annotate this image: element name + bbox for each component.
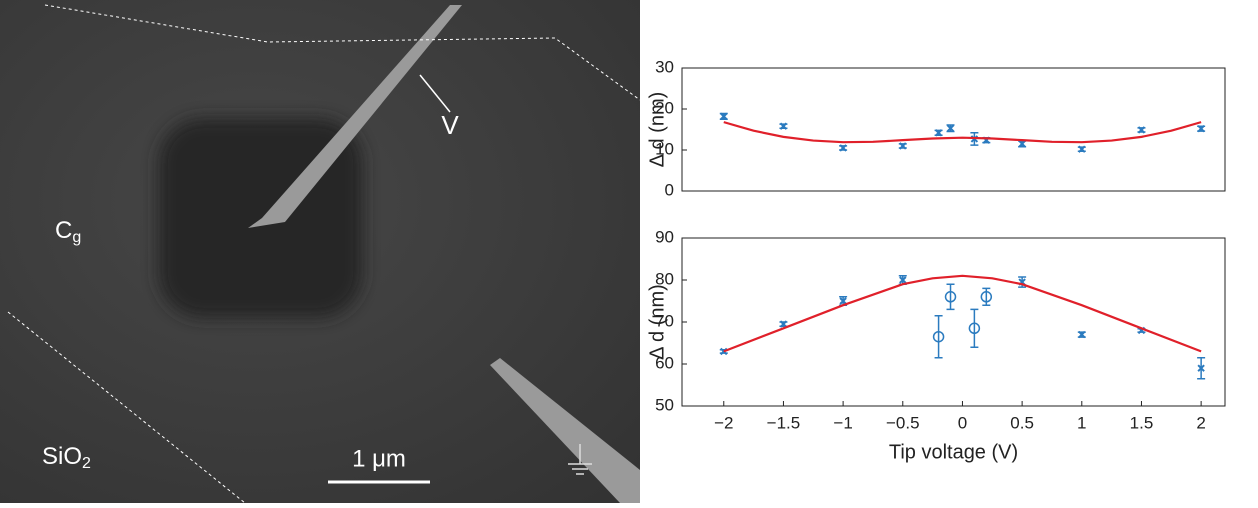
y-tick-label: 60 bbox=[655, 353, 674, 372]
plot-frame bbox=[681, 237, 1226, 407]
point bbox=[839, 144, 847, 152]
x-tick-label: −2 bbox=[714, 413, 733, 432]
fit-curve bbox=[723, 121, 1202, 144]
x-tick-label: −1.5 bbox=[767, 413, 801, 432]
tip-label: V bbox=[441, 110, 459, 140]
point bbox=[779, 320, 788, 328]
point bbox=[779, 122, 788, 130]
point bbox=[1018, 140, 1026, 148]
error-bar bbox=[934, 314, 943, 359]
point bbox=[980, 291, 993, 303]
gate-subscript: g bbox=[72, 229, 81, 246]
x-axis-label: Tip voltage (V) bbox=[889, 441, 1018, 463]
y-axis-label: Δ d (nm) bbox=[646, 92, 668, 168]
x-tick-label: 1.5 bbox=[1130, 413, 1154, 432]
point bbox=[899, 276, 907, 284]
point bbox=[1078, 330, 1086, 339]
point bbox=[968, 322, 981, 335]
error-bar bbox=[982, 287, 991, 306]
substrate-subscript: 2 bbox=[82, 455, 91, 472]
gate-text: C bbox=[55, 217, 72, 244]
y-tick-label: 80 bbox=[655, 269, 674, 288]
x-tick-label: 2 bbox=[1196, 413, 1205, 432]
plot-frame bbox=[681, 67, 1226, 192]
y-tick-label: 10 bbox=[655, 139, 674, 158]
y-tick-label: 20 bbox=[655, 98, 674, 117]
boundary bbox=[7, 311, 246, 504]
y-tick-label: 0 bbox=[665, 180, 674, 199]
point bbox=[839, 297, 847, 305]
boundary bbox=[44, 4, 641, 101]
fit-curve bbox=[723, 274, 1202, 353]
point bbox=[932, 330, 945, 343]
x-tick-label: 0 bbox=[958, 413, 967, 432]
point bbox=[934, 129, 943, 137]
point bbox=[1197, 124, 1205, 133]
y-tick-label: 30 bbox=[655, 57, 674, 76]
sem-image: V Cg SiO2 1 μm bbox=[0, 0, 641, 504]
y-tick-label: 70 bbox=[655, 311, 674, 330]
point bbox=[1078, 145, 1086, 153]
y-tick-label: 50 bbox=[655, 395, 674, 414]
y-tick-label: 90 bbox=[655, 227, 674, 246]
x-tick-label: −0.5 bbox=[886, 413, 920, 432]
point bbox=[944, 291, 957, 303]
gate-label: Cg bbox=[55, 217, 81, 246]
point bbox=[720, 112, 728, 121]
ground-symbol bbox=[568, 444, 592, 475]
substrate-label: SiO2 bbox=[42, 443, 91, 472]
x-tick-label: −1 bbox=[833, 413, 852, 432]
point bbox=[1137, 126, 1146, 134]
error-bar bbox=[946, 283, 955, 311]
point bbox=[1197, 364, 1205, 372]
x-tick-label: 1 bbox=[1077, 413, 1086, 432]
substrate-text: SiO bbox=[42, 443, 82, 470]
point bbox=[899, 142, 907, 150]
point bbox=[720, 347, 728, 356]
point bbox=[946, 124, 955, 132]
x-tick-label: 0.5 bbox=[1010, 413, 1034, 432]
error-bar bbox=[970, 308, 979, 348]
tip bbox=[248, 5, 462, 228]
ground-tip bbox=[490, 358, 640, 503]
scale-label: 1 μm bbox=[352, 445, 406, 472]
pointer bbox=[419, 74, 451, 113]
y-axis-label: Δ d (nm) bbox=[646, 284, 668, 360]
